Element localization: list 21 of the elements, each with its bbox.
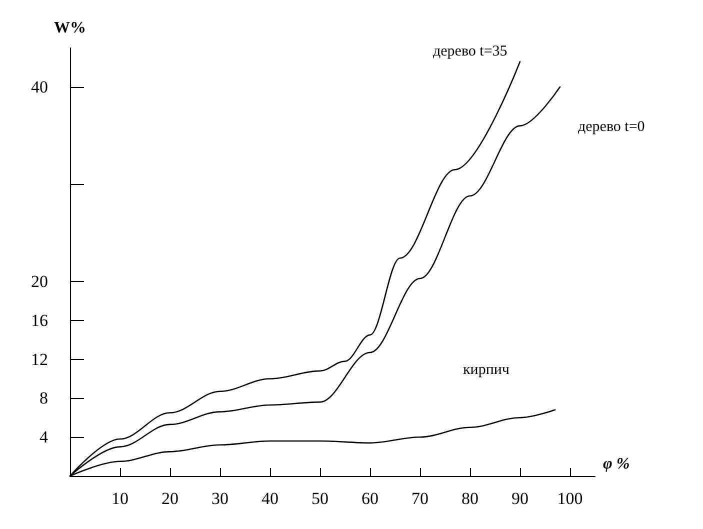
- x-tick-label: 30: [212, 489, 228, 508]
- y-tick-label: 16: [31, 310, 48, 330]
- text: дерево t=0: [578, 118, 645, 135]
- text: кирпич: [463, 362, 510, 378]
- x-tick-label: 40: [262, 489, 278, 508]
- x-tick-label: 10: [112, 489, 128, 508]
- series-label: дерево t=35: [433, 44, 508, 60]
- y-axis-title: W%: [54, 20, 86, 36]
- x-axis-title: φ %: [603, 456, 630, 472]
- y-tick-label: 40: [31, 77, 48, 96]
- x-tick-label: 90: [512, 489, 528, 508]
- y-tick-label: 4: [40, 428, 48, 447]
- x-tick-label: 100: [557, 489, 583, 508]
- x-tick-label: 70: [412, 489, 428, 508]
- y-tick-label: 20: [31, 272, 48, 291]
- x-tick-label: 20: [162, 489, 178, 508]
- x-tick-label: 60: [362, 489, 378, 508]
- x-tick-label: 50: [312, 489, 328, 508]
- y-tick-label: 12: [31, 350, 48, 369]
- x-tick-label: 80: [462, 489, 478, 508]
- y-tick-label: 8: [40, 388, 48, 408]
